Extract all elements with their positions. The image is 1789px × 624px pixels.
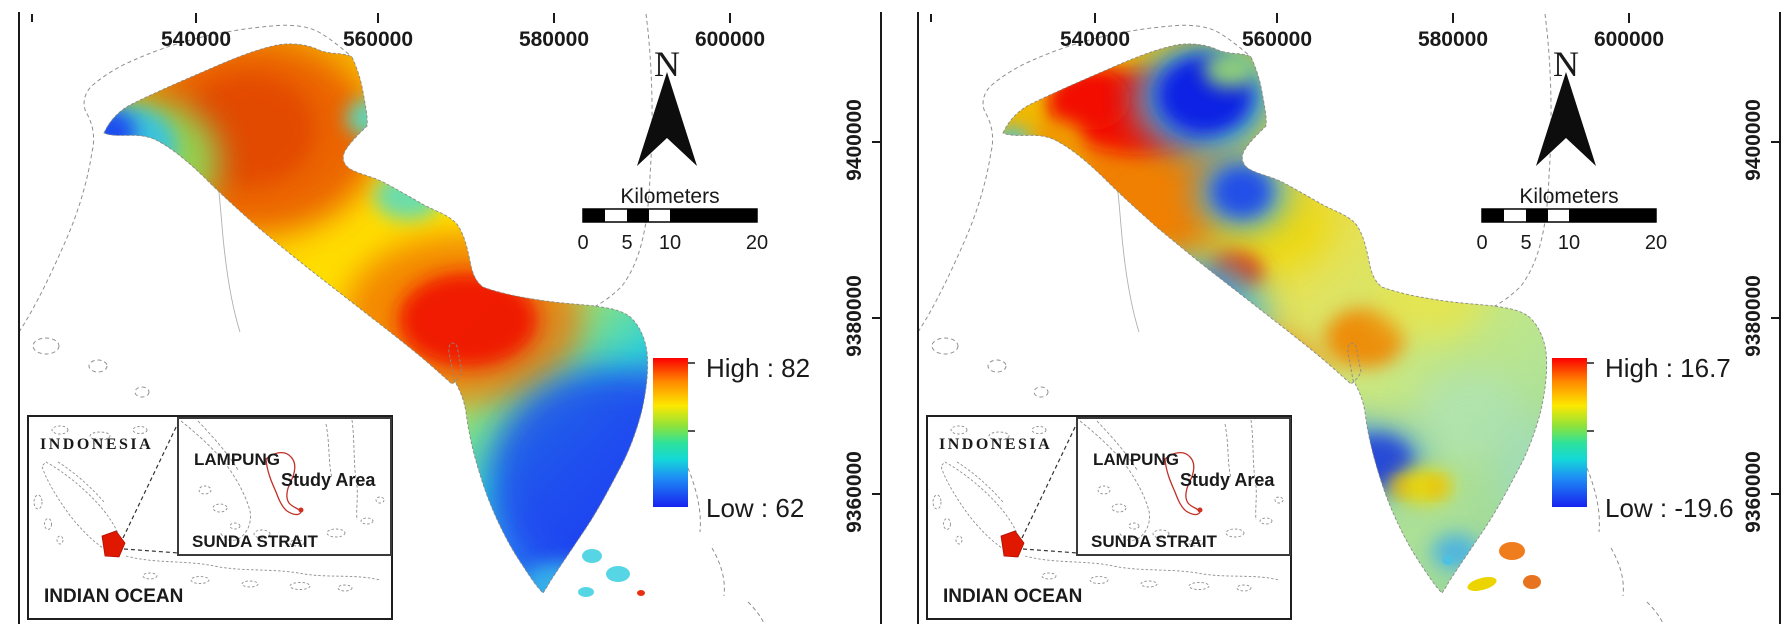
y-axis-label: 9360000 <box>843 451 866 533</box>
x-axis-label: 560000 <box>343 28 413 51</box>
inset-study-area-label: Study Area <box>1180 470 1275 490</box>
scale-bar-title: Kilometers <box>1519 185 1618 208</box>
inset-strait-label: SUNDA STRAIT <box>1091 532 1218 551</box>
inset-country-label: INDONESIA <box>939 436 1052 453</box>
scale-tick: 0 <box>1476 232 1487 254</box>
map-panel-left: 540000 560000 580000 600000 9400000 9380… <box>18 12 882 624</box>
offshore-islands-right <box>1442 542 1541 591</box>
legend-colorbar <box>1552 358 1587 507</box>
scale-tick: 10 <box>659 232 681 254</box>
inset-study-area-label: Study Area <box>281 470 376 490</box>
scale-tick: 10 <box>1558 232 1580 254</box>
y-axis-label: 9360000 <box>1742 451 1765 533</box>
scale-tick: 20 <box>746 232 768 254</box>
scale-tick: 20 <box>1645 232 1667 254</box>
x-axis-label: 540000 <box>161 28 231 51</box>
scale-bar-title: Kilometers <box>620 185 719 208</box>
x-axis-label: 580000 <box>1418 28 1488 51</box>
legend-colorbar <box>653 358 688 507</box>
x-axis-label: 560000 <box>1242 28 1312 51</box>
north-arrow-icon <box>1536 72 1596 166</box>
legend-low-label: Low : 62 <box>706 493 804 523</box>
y-axis-label: 9400000 <box>843 99 866 181</box>
north-arrow: N <box>637 44 697 166</box>
y-axis-label: 9400000 <box>1742 99 1765 181</box>
scale-bar: Kilometers 0 5 10 20 <box>577 185 768 254</box>
inset-country-label: INDONESIA <box>40 436 153 453</box>
scale-bar: Kilometers 0 5 10 20 <box>1476 185 1667 254</box>
inset-province-label: LAMPUNG <box>1093 450 1179 469</box>
x-axis-label: 600000 <box>1594 28 1664 51</box>
north-arrow: N <box>1536 44 1596 166</box>
north-arrow-icon <box>637 72 697 166</box>
scale-tick: 0 <box>577 232 588 254</box>
map-frame-left <box>18 12 882 624</box>
inset-province-label: LAMPUNG <box>194 450 280 469</box>
legend-high-label: High : 16.7 <box>1605 353 1731 383</box>
legend-high-label: High : 82 <box>706 353 810 383</box>
x-axis-label: 540000 <box>1060 28 1130 51</box>
offshore-islands-left <box>578 549 645 597</box>
inset-strait-label: SUNDA STRAIT <box>192 532 319 551</box>
y-axis-label: 9380000 <box>1742 275 1765 357</box>
inset-ocean-label: INDIAN OCEAN <box>943 586 1082 607</box>
legend: High : 82 Low : 62 <box>653 353 810 523</box>
x-axis-label: 600000 <box>695 28 765 51</box>
inset-locator-map: INDONESIA LAMPUNG Study Area SUNDA STRAI… <box>927 416 1291 619</box>
inset-ocean-label: INDIAN OCEAN <box>44 586 183 607</box>
map-frame-right <box>917 12 1781 624</box>
map-panel-right: 540000 560000 580000 600000 9400000 9380… <box>917 12 1781 624</box>
scale-tick: 5 <box>1520 232 1531 254</box>
legend-low-label: Low : -19.6 <box>1605 493 1734 523</box>
scale-tick: 5 <box>621 232 632 254</box>
y-axis-label: 9380000 <box>843 275 866 357</box>
x-axis-label: 580000 <box>519 28 589 51</box>
inset-locator-map: INDONESIA LAMPUNG Study Area SUNDA STRAI… <box>28 416 392 619</box>
legend: High : 16.7 Low : -19.6 <box>1552 353 1734 523</box>
